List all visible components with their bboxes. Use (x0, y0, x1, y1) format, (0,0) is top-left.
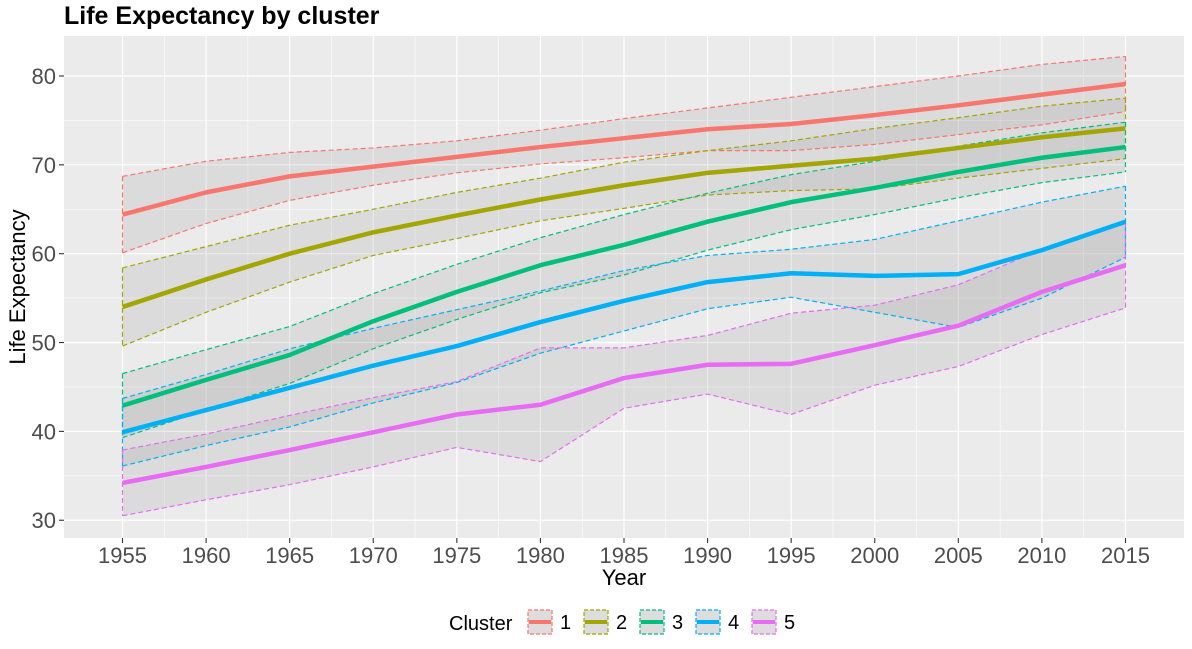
x-tick-label: 2000 (850, 543, 899, 568)
line-cluster-2 (121, 126, 1126, 310)
x-tick-label: 1975 (432, 543, 481, 568)
line-cluster-1 (121, 81, 1126, 217)
lower-bound-cluster-1 (122, 110, 1126, 254)
legend-items: 1 2 3 4 5 (527, 609, 795, 635)
legend-label-cluster-2: 2 (616, 612, 627, 634)
x-tick-label: 2005 (934, 543, 983, 568)
y-tick-labels: 30 40 50 60 70 80 (32, 64, 56, 533)
x-tick-label: 1995 (767, 543, 816, 568)
y-tick-label: 30 (32, 508, 56, 533)
x-tick-label: 1980 (516, 543, 565, 568)
legend-title: Cluster (449, 613, 513, 635)
ribbon-cluster-3 (122, 122, 1126, 438)
legend-item-cluster-2: 2 (583, 609, 627, 635)
upper-bound-cluster-2 (122, 97, 1126, 269)
legend-item-cluster-4: 4 (695, 609, 739, 635)
x-tick-label: 1960 (182, 543, 231, 568)
series-lines (121, 81, 1127, 486)
legend-label-cluster-3: 3 (672, 612, 683, 634)
ribbon-cluster-5 (122, 222, 1126, 516)
x-tick-label: 1985 (600, 543, 649, 568)
x-tick-label: 1955 (98, 543, 147, 568)
y-axis-title: Life Expectancy (5, 209, 30, 364)
ribbon-cluster-4 (122, 186, 1126, 467)
x-tick-label: 1990 (683, 543, 732, 568)
x-tick-label: 2015 (1101, 543, 1150, 568)
y-tick-label: 40 (32, 419, 56, 444)
legend-item-cluster-3: 3 (639, 609, 683, 635)
line-cluster-3 (121, 144, 1126, 408)
chart-title: Life Expectancy by cluster (64, 2, 380, 30)
legend-item-cluster-1: 1 (527, 609, 571, 635)
upper-bound-cluster-1 (122, 55, 1126, 177)
x-tick-label: 1970 (349, 543, 398, 568)
legend-item-cluster-5: 5 (751, 609, 795, 635)
legend-label-cluster-5: 5 (784, 612, 795, 634)
upper-bound-cluster-5 (122, 222, 1126, 451)
y-tick-label: 70 (32, 153, 56, 178)
legend-label-cluster-1: 1 (560, 612, 571, 634)
x-axis-title: Year (602, 565, 646, 590)
line-cluster-4 (121, 219, 1127, 435)
ribbon-cluster-1 (122, 56, 1126, 253)
y-tick-label: 80 (32, 64, 56, 89)
lower-bound-cluster-5 (122, 307, 1126, 517)
upper-bound-cluster-4 (122, 185, 1126, 400)
x-tick-label: 2010 (1017, 543, 1066, 568)
y-tick-label: 50 (32, 331, 56, 356)
y-tick-label: 60 (32, 242, 56, 267)
axis-ticks (59, 75, 1127, 543)
x-tick-labels: 1955 1960 1965 1970 1975 1980 1985 1990 1995 2000… (98, 543, 1150, 568)
line-cluster-5 (122, 263, 1127, 486)
legend: Cluster 1 2 3 4 5 (449, 609, 795, 635)
x-tick-label: 1965 (265, 543, 314, 568)
lower-bound-cluster-2 (122, 158, 1126, 347)
legend-label-cluster-4: 4 (728, 612, 739, 634)
